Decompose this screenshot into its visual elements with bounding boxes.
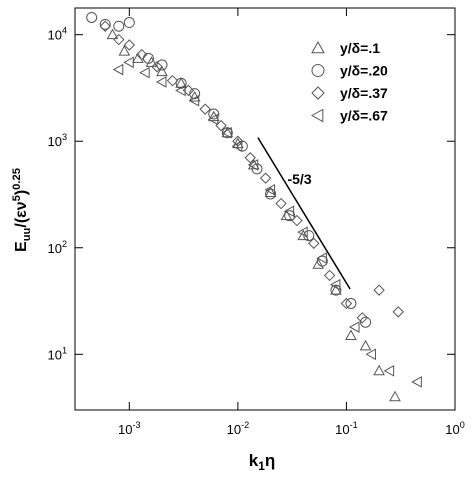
data-point [308,237,320,250]
data-point [284,210,296,222]
data-point [340,297,353,310]
data-point [264,183,276,196]
data-point [166,74,179,87]
data-point [99,18,111,30]
data-point [86,11,98,23]
data-point [207,113,219,126]
data-point [349,321,360,333]
x-tick-label: 10-1 [335,420,358,437]
y-axis-label: Euu/(εν5)0.25 [11,168,33,252]
data-point [264,186,277,198]
data-point [113,33,125,46]
data-point [259,172,272,184]
legend-marker [310,108,324,123]
data-point [247,159,259,171]
legend-label: y/δ=.1 [340,40,380,56]
data-point [123,56,134,69]
y-tick-label: 104 [47,26,67,43]
data-point [297,226,308,239]
data-point [323,269,336,282]
y-tick-label: 101 [47,345,67,362]
data-point [207,110,220,122]
data-point [365,348,376,361]
data-point [316,255,328,267]
data-point [392,306,404,318]
data-point [135,48,148,61]
x-tick-label: 10-2 [227,420,250,437]
data-point [283,205,295,218]
annotation: -5/3 [287,171,311,187]
y-tick-label: 102 [47,239,67,256]
data-point [175,84,186,97]
data-point [132,52,144,63]
data-point [411,376,422,388]
data-point [155,76,167,88]
data-point [221,126,234,138]
data-point [383,364,395,377]
data-point [156,65,168,77]
reference-line [257,137,351,290]
data-point [330,284,342,296]
data-point [359,339,372,351]
data-point [156,59,168,71]
data-point [139,66,150,79]
data-point [356,312,369,324]
data-point [373,364,385,376]
legend-marker [311,40,325,54]
data-point [329,278,341,291]
data-point [199,103,211,115]
legend-marker [311,86,325,100]
data-point [389,390,401,402]
data-point [291,214,303,227]
y-tick-label: 103 [47,132,67,149]
data-point [188,94,200,107]
data-point [106,28,119,40]
x-axis-label: k1η [249,451,275,473]
data-point [123,39,136,51]
data-point [113,20,125,32]
data-point [345,329,357,341]
data-point [312,258,325,269]
data-point [345,297,357,309]
data-point [232,135,244,147]
plot-frame [74,7,456,411]
data-point [151,61,163,73]
x-tick-label: 100 [445,420,465,437]
data-point [118,45,131,56]
data-point [99,20,111,32]
data-point [175,77,187,89]
x-tick-label: 10-3 [118,420,141,437]
data-point [231,140,243,152]
data-point [373,284,385,296]
data-point [145,56,158,67]
data-point [275,197,287,210]
data-point [123,17,135,29]
data-point [360,316,372,328]
data-point [316,252,327,264]
data-point [244,152,256,164]
data-point [208,108,220,120]
data-point [297,229,310,241]
data-point [251,163,263,175]
legend-label: y/δ=.37 [340,85,388,101]
data-point [221,126,232,139]
data-point [265,188,277,200]
legend-label: y/δ=.20 [340,63,388,79]
data-point [112,63,124,76]
data-point [330,284,342,295]
legend-label: y/δ=.67 [340,108,388,124]
legend-marker [311,64,325,77]
